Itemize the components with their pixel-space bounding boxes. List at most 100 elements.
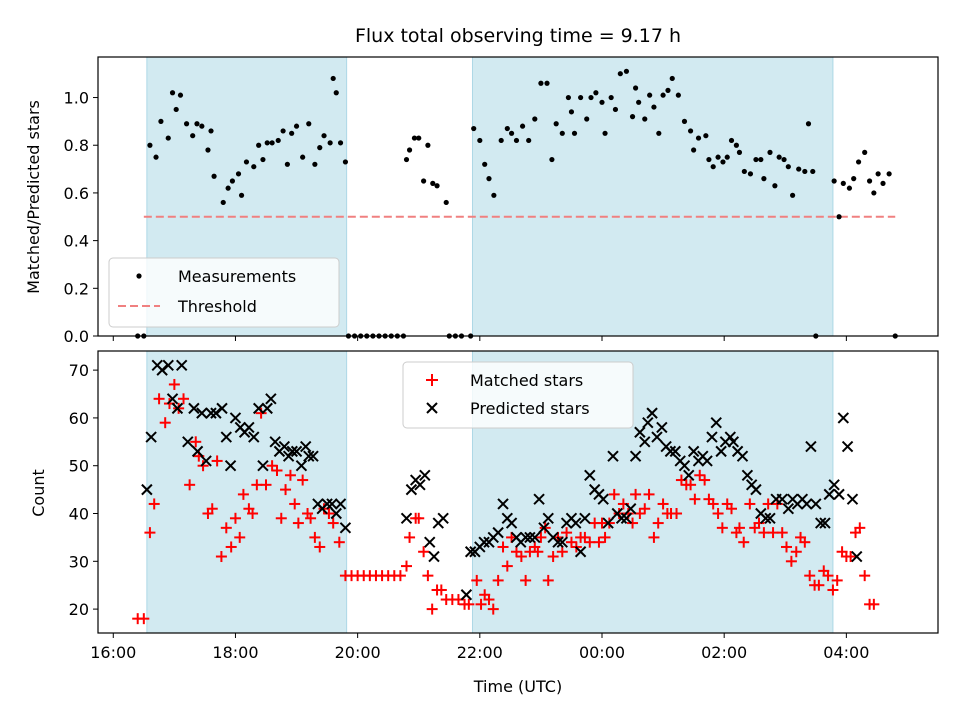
measurement-point xyxy=(337,140,344,146)
measurement-point xyxy=(443,199,449,206)
matched-star-point xyxy=(547,551,559,563)
predicted-star-point xyxy=(837,412,850,424)
measurement-point xyxy=(747,171,754,177)
measurement-point xyxy=(862,149,868,155)
matched-star-point xyxy=(744,498,756,510)
predicted-star-point xyxy=(519,531,532,544)
x-axis-label: Time (UTC) xyxy=(473,677,562,696)
measurement-point xyxy=(504,125,510,132)
measurement-point xyxy=(238,192,245,198)
measurement-point xyxy=(691,147,697,153)
measurement-point xyxy=(147,142,153,148)
predicted-star-point xyxy=(715,445,727,458)
bottom-y-tick-label: 40 xyxy=(69,505,89,524)
measurement-point xyxy=(312,161,318,167)
matched-star-point xyxy=(144,527,156,539)
matched-star-point xyxy=(394,570,406,582)
predicted-star-point xyxy=(437,512,449,524)
predicted-star-point xyxy=(216,402,228,415)
measurement-point xyxy=(544,80,550,86)
matched-star-point xyxy=(532,546,544,558)
measurement-point xyxy=(796,166,802,172)
predicted-star-point xyxy=(175,359,188,372)
top-plot-frame xyxy=(97,56,939,337)
predicted-star-point xyxy=(478,536,490,548)
predicted-star-point xyxy=(295,460,308,472)
top-y-tick-label: 0.4 xyxy=(64,232,89,251)
legend-matched-marker xyxy=(426,374,438,386)
measurement-point xyxy=(665,87,671,93)
bottom-y-axis-label: Count xyxy=(29,469,48,517)
measurement-point xyxy=(608,94,614,101)
measurement-point xyxy=(194,121,200,127)
matched-star-point xyxy=(323,508,335,520)
predicted-star-point xyxy=(664,445,677,458)
measurement-point xyxy=(330,75,336,82)
measurement-point xyxy=(790,192,796,198)
matched-star-point xyxy=(699,474,711,486)
matched-star-point xyxy=(608,488,620,500)
measurement-point xyxy=(871,190,877,196)
bottom-legend: Matched stars Predicted stars xyxy=(402,361,634,429)
matched-star-point xyxy=(785,555,797,567)
matched-star-point xyxy=(515,551,527,563)
predicted-star-point xyxy=(579,512,591,524)
matched-star-point xyxy=(652,517,664,529)
measurement-point xyxy=(584,116,590,122)
measurement-point xyxy=(840,180,846,186)
shaded-interval-1 xyxy=(472,57,833,336)
measurement-point xyxy=(636,99,642,105)
predicted-star-point xyxy=(846,493,859,505)
predicted-star-point xyxy=(814,517,827,529)
predicted-star-point xyxy=(191,445,204,458)
predicted-star-point xyxy=(538,522,550,534)
x-tick-label: 16:00 xyxy=(90,643,136,662)
predicted-star-point xyxy=(533,493,545,505)
predicted-star-point xyxy=(629,450,642,462)
matched-star-point xyxy=(738,536,750,548)
matched-star-point xyxy=(689,493,701,505)
matched-star-point xyxy=(753,517,765,529)
measurement-point xyxy=(588,94,594,101)
predicted-star-point xyxy=(760,512,772,524)
predicted-star-point xyxy=(321,498,333,510)
measurement-point xyxy=(875,171,881,177)
bottom-y-tick-label: 60 xyxy=(69,409,89,428)
matched-star-point xyxy=(138,613,150,625)
predicted-star-point xyxy=(833,488,845,501)
bottom-legend-box xyxy=(402,361,634,429)
matched-star-point xyxy=(707,498,719,510)
measurement-point xyxy=(403,156,410,163)
measurement-point xyxy=(593,90,599,96)
measurement-point xyxy=(225,185,231,191)
predicted-star-point xyxy=(300,440,312,453)
predicted-star-point xyxy=(620,512,633,524)
top-y-tick-label: 0.8 xyxy=(64,136,89,155)
bottom-y-tick-label: 50 xyxy=(69,457,89,476)
matched-star-point xyxy=(822,570,834,582)
matched-star-point xyxy=(868,598,880,610)
predicted-star-point xyxy=(782,503,795,515)
measurement-point xyxy=(421,178,427,184)
matched-star-point xyxy=(799,536,811,548)
measurement-point xyxy=(617,71,623,77)
measurement-point xyxy=(559,130,565,136)
matched-star-point xyxy=(643,488,655,500)
matched-star-point xyxy=(535,531,547,543)
measurement-point xyxy=(177,92,184,98)
matched-star-point xyxy=(211,455,223,467)
matched-star-point xyxy=(813,579,825,591)
predicted-star-point xyxy=(196,407,208,419)
matched-star-point xyxy=(475,598,487,610)
predicted-star-point xyxy=(419,469,431,481)
predicted-star-point xyxy=(166,393,179,405)
predicted-star-point xyxy=(669,445,682,458)
measurement-point xyxy=(425,142,431,148)
matched-star-point xyxy=(197,460,209,472)
measurement-point xyxy=(434,183,440,189)
measurement-point xyxy=(256,142,262,148)
matched-star-point xyxy=(284,469,296,481)
top-y-tick-label: 0.6 xyxy=(64,184,89,203)
predicted-star-point xyxy=(265,393,277,405)
matched-star-point xyxy=(225,541,237,553)
